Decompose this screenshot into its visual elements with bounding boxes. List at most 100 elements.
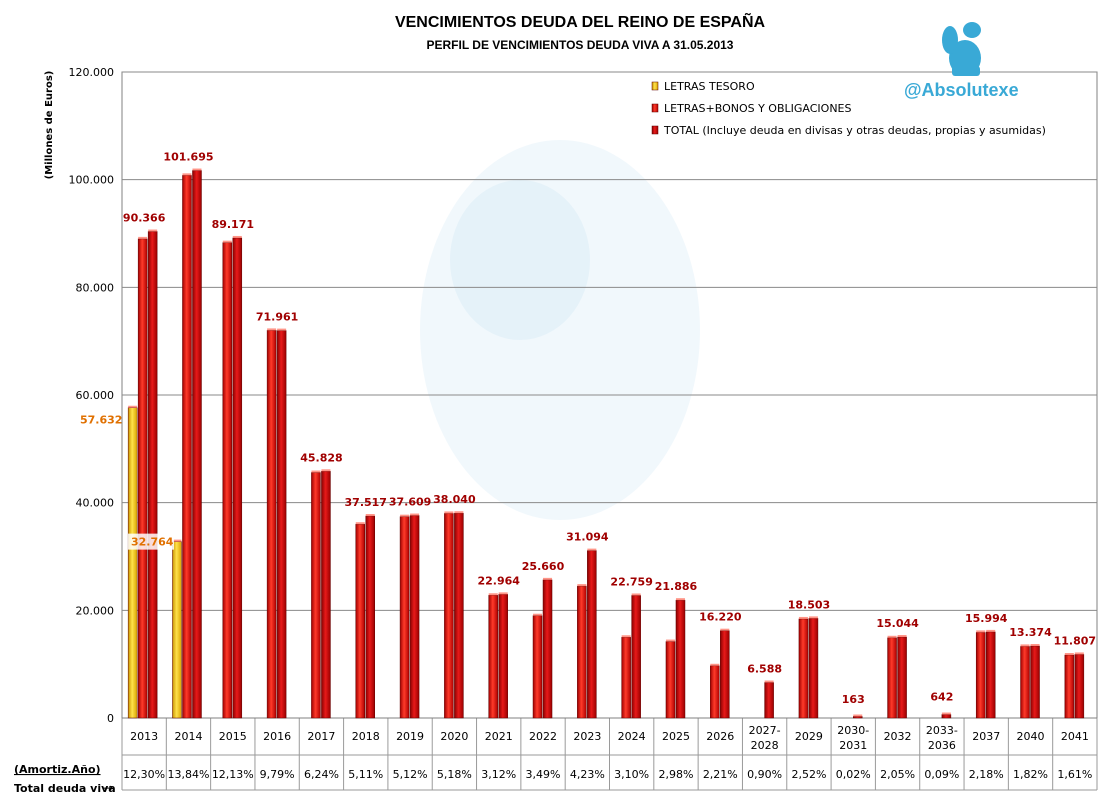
bar-total	[941, 714, 952, 719]
bar-letras-bonos-cap	[182, 173, 192, 176]
bar-total	[1074, 654, 1085, 719]
bar-letras-bonos	[222, 242, 233, 719]
x-tick-label: 2030-2031	[837, 724, 869, 752]
bar-letras-bonos	[355, 523, 365, 719]
bar-total-cap	[1074, 652, 1084, 655]
bar-total	[321, 471, 331, 719]
y-tick-label: 120.000	[69, 66, 115, 79]
bar-letras-bonos-cap	[267, 328, 277, 331]
bar-total	[1030, 645, 1040, 719]
chart-subtitle: PERFIL DE VENCIMIENTOS DEUDA VIVA A 31.0…	[426, 38, 734, 52]
bar-letras-tesoro	[127, 407, 138, 719]
table-row-label: Total deuda viva	[14, 782, 116, 795]
bar-letras-bonos-cap	[355, 522, 365, 525]
bar-letras-bonos-cap	[533, 613, 543, 616]
data-label-total: 18.503	[788, 598, 830, 611]
bar-letras-tesoro-cap	[172, 539, 182, 542]
bar-total	[720, 630, 730, 719]
percentage-cell: 3,49%	[526, 768, 561, 781]
bar-letras-bonos-cap	[444, 511, 454, 514]
x-tick-label: 2020	[440, 730, 468, 743]
percentage-cell: 12,30%	[123, 768, 165, 781]
bar-total-cap	[454, 511, 464, 514]
x-tick-label: 2032	[884, 730, 912, 743]
bar-letras-bonos-cap	[138, 236, 148, 239]
chart-title: VENCIMIENTOS DEUDA DEL REINO DE ESPAÑA	[394, 14, 766, 31]
legend-label: LETRAS+BONOS Y OBLIGACIONES	[664, 102, 852, 115]
bar-total-cap	[808, 616, 818, 619]
bar-letras-bonos	[710, 665, 720, 719]
percentage-cell: 5,11%	[348, 768, 383, 781]
y-tick-label: 0	[107, 712, 114, 725]
y-axis-label: (Millones de Euros)	[44, 71, 55, 180]
x-tick-label: 2041	[1061, 730, 1089, 743]
data-label-total: 90.366	[123, 212, 166, 225]
data-label-total: 163	[842, 693, 865, 706]
bar-total	[454, 512, 464, 719]
y-tick-label: 80.000	[76, 281, 115, 294]
bar-letras-bonos	[182, 175, 192, 719]
bar-total-cap	[897, 635, 907, 638]
bar-letras-bonos	[887, 637, 897, 719]
data-label-bg	[128, 533, 174, 550]
bar-letras-bonos-cap	[710, 663, 720, 666]
bar-letras-bonos-cap	[1020, 644, 1030, 647]
bar-total	[764, 682, 774, 719]
data-label-total: 11.807	[1054, 634, 1096, 647]
bar-letras-tesoro	[172, 541, 182, 719]
legend-label: LETRAS TESORO	[664, 80, 755, 93]
bar-total-cap	[1030, 644, 1040, 647]
bar-letras-bonos	[399, 516, 410, 719]
percentage-cell: 1,61%	[1057, 768, 1092, 781]
bar-letras-bonos	[1020, 646, 1030, 719]
bar-letras-bonos-cap	[887, 635, 897, 638]
percentage-cell: 13,84%	[168, 768, 210, 781]
x-tick-label: 2017	[307, 730, 335, 743]
percentage-cell: 2,52%	[791, 768, 826, 781]
y-tick-label: 60.000	[76, 389, 115, 402]
bar-total-cap	[587, 548, 597, 551]
bar-letras-bonos	[665, 641, 676, 719]
bar-letras-bonos	[532, 615, 543, 719]
bar-letras-bonos-cap	[665, 639, 675, 642]
bar-letras-bonos-cap	[621, 635, 631, 638]
percentage-cell: 5,18%	[437, 768, 472, 781]
data-label-total: 25.660	[522, 560, 565, 573]
percentage-cell: 9,79%	[260, 768, 295, 781]
data-label-total: 45.828	[300, 451, 342, 464]
bar-total-cap	[543, 577, 553, 580]
x-tick-label: 2040	[1017, 730, 1045, 743]
data-label-total: 71.961	[256, 311, 298, 324]
bar-total	[147, 231, 158, 719]
percentage-cell: 2,05%	[880, 768, 915, 781]
data-label-total: 642	[930, 691, 953, 704]
bar-letras-bonos	[266, 330, 277, 719]
data-label-total: 31.094	[566, 531, 609, 544]
data-label-letras: 57.632	[80, 414, 122, 427]
bar-total-cap	[232, 235, 242, 238]
x-tick-label: 2033-2036	[926, 724, 958, 752]
bar-total	[542, 579, 553, 719]
data-label-total: 37.609	[389, 496, 431, 509]
bar-total-cap	[631, 593, 641, 596]
x-tick-label: 2018	[352, 730, 380, 743]
bar-total-cap	[498, 592, 508, 595]
legend-label: TOTAL (Incluye deuda en divisas y otras …	[663, 124, 1046, 137]
bar-total	[498, 594, 508, 719]
x-tick-label: 2022	[529, 730, 557, 743]
percentage-cell: 0,90%	[747, 768, 782, 781]
bar-total	[808, 618, 819, 719]
bar-total	[409, 515, 420, 719]
x-tick-label: 2015	[219, 730, 247, 743]
bar-total	[897, 636, 907, 719]
brand-handle: @Absolutexe	[904, 80, 1019, 100]
data-label-total: 15.994	[965, 612, 1008, 625]
percentage-cell: 3,10%	[614, 768, 649, 781]
bar-total	[192, 170, 202, 719]
bar-total	[631, 595, 641, 719]
bar-total-cap	[410, 513, 420, 516]
bar-letras-bonos	[311, 472, 321, 719]
y-tick-label: 100.000	[69, 174, 115, 187]
data-label-total: 6.588	[747, 663, 782, 676]
x-tick-label: 2029	[795, 730, 823, 743]
